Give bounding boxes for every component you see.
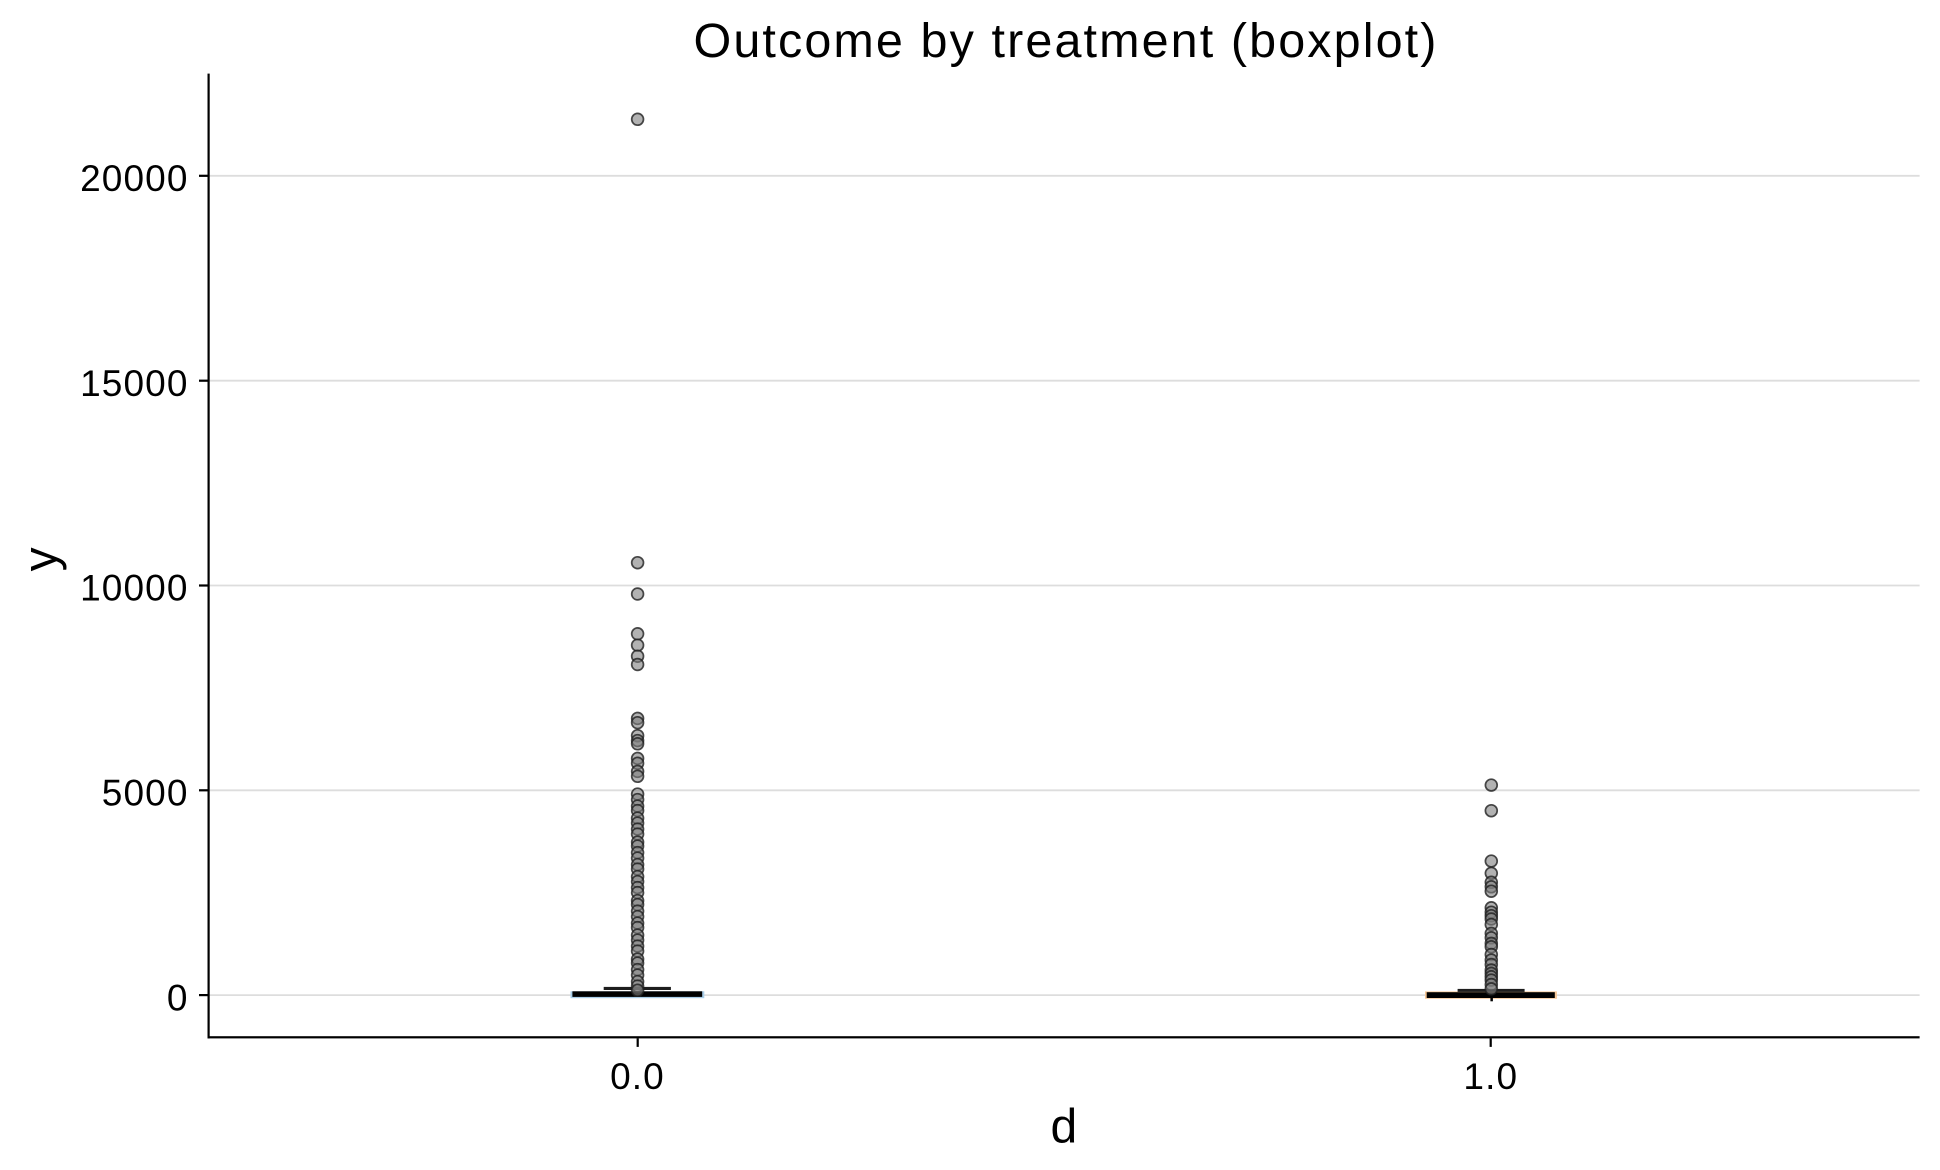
svg-text:15000: 15000 <box>80 363 188 404</box>
svg-text:Outcome by treatment (boxplot): Outcome by treatment (boxplot) <box>694 14 1439 68</box>
svg-text:d: d <box>1050 1101 1077 1154</box>
svg-text:y: y <box>14 547 67 571</box>
svg-text:20000: 20000 <box>80 158 188 199</box>
svg-text:0: 0 <box>167 977 189 1018</box>
svg-text:1.0: 1.0 <box>1463 1056 1518 1097</box>
svg-text:10000: 10000 <box>80 568 188 609</box>
svg-text:5000: 5000 <box>102 773 189 814</box>
svg-text:0.0: 0.0 <box>610 1056 665 1097</box>
